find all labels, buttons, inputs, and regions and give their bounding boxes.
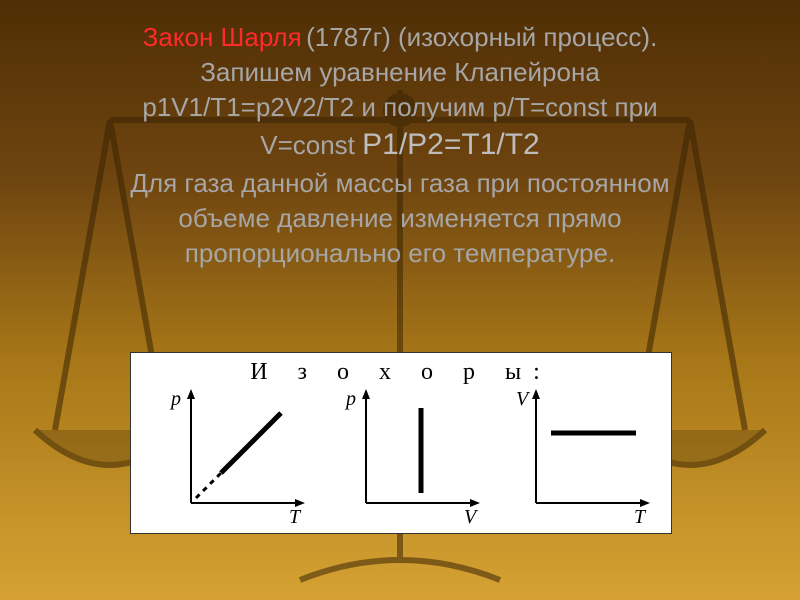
title-red: Закон Шарля xyxy=(143,22,302,52)
line-5: Для газа данной массы газа при постоянно… xyxy=(40,166,760,201)
isochore-panel: И з о х о р ы: p T xyxy=(130,352,672,534)
plot-p-vs-t: p T xyxy=(169,388,305,528)
axis-label-p1: p xyxy=(169,388,181,410)
axis-label-p2: p xyxy=(344,388,356,410)
line-6: объеме давление изменяется прямо xyxy=(40,201,760,236)
axis-label-t1: T xyxy=(289,506,302,528)
title-gray: (1787г) (изохорный процесс). xyxy=(306,22,657,52)
line-4b: P1/P2=T1/T2 xyxy=(362,128,540,161)
title-line: Закон Шарля (1787г) (изохорный процесс). xyxy=(40,20,760,55)
slide-root: Закон Шарля (1787г) (изохорный процесс).… xyxy=(0,0,800,600)
axis-label-v2: V xyxy=(464,506,479,528)
axis-label-v3: V xyxy=(516,388,531,410)
slide-text-block: Закон Шарля (1787г) (изохорный процесс).… xyxy=(40,20,760,271)
plot-v-vs-t: V T xyxy=(516,388,650,528)
line-7: пропорционально его температуре. xyxy=(40,236,760,271)
line-4: V=const P1/P2=T1/T2 xyxy=(40,125,760,166)
line-3: p1V1/T1=p2V2/T2 и получим p/T=const при xyxy=(40,90,760,125)
line-2: Запишем уравнение Клапейрона xyxy=(40,55,760,90)
axis-label-t3: T xyxy=(634,506,647,528)
plot-p-vs-v: p V xyxy=(344,388,480,528)
line-4a: V=const xyxy=(260,130,362,160)
isochore-title: И з о х о р ы: xyxy=(131,359,671,386)
